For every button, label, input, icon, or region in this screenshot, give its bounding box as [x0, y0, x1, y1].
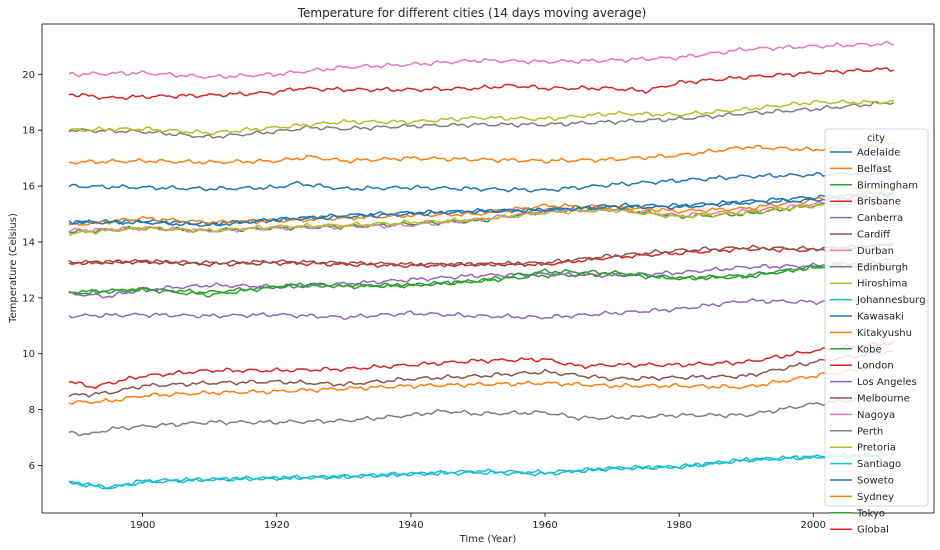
legend-label: Durban	[857, 246, 894, 257]
legend-label: Edinburgh	[857, 262, 908, 273]
series-line-global	[68, 67, 894, 101]
series-line-tokyo	[68, 262, 894, 298]
series-line-edinburgh	[68, 101, 895, 139]
series-line-brisbane	[68, 242, 894, 269]
y-tick-label: 6	[29, 461, 35, 472]
plot-area-frame	[41, 23, 935, 514]
y-axis-label: Temperature (Celsius)	[8, 213, 19, 324]
legend-label: Kawasaki	[857, 312, 904, 323]
y-tick-label: 12	[22, 293, 35, 304]
axis-ticks: 1900 1920 1940 1960 1980 2000 6 8 10 12 14 16 18 20	[22, 70, 826, 531]
series-line-hiroshima	[68, 99, 894, 136]
y-tick-label: 16	[22, 182, 35, 193]
series-line-london	[68, 340, 895, 389]
series-line-sydney	[68, 363, 894, 405]
series-line-belfast	[68, 141, 895, 165]
y-tick-label: 18	[22, 126, 35, 137]
legend: city Adelaide Belfast Birmingham Brisbane Ca…	[824, 128, 929, 536]
legend-label: Nagoya	[857, 410, 895, 421]
series-line-perth	[68, 393, 895, 437]
legend-title: city	[867, 133, 885, 144]
legend-label: Johannesburg	[856, 295, 926, 306]
legend-box	[824, 128, 929, 507]
series-line-los-angeles	[68, 258, 894, 299]
x-tick-label: 1980	[666, 520, 691, 531]
legend-label: Santiago	[857, 459, 901, 470]
x-tick-label: 1920	[264, 520, 289, 531]
x-axis-label: Time (Year)	[459, 534, 517, 545]
y-tick-label: 8	[29, 405, 35, 416]
legend-label: Global	[857, 525, 889, 536]
legend-label: Cardiff	[857, 230, 891, 241]
y-tick-label: 14	[22, 237, 35, 248]
series-line-santiago	[68, 451, 895, 490]
y-tick-label: 10	[22, 349, 35, 360]
legend-items: Adelaide Belfast Birmingham Brisbane Canberr…	[830, 148, 926, 536]
legend-label: Los Angeles	[857, 377, 917, 388]
series-lines	[68, 40, 895, 490]
legend-label: Kobe	[857, 344, 882, 355]
x-tick-label: 1960	[532, 520, 557, 531]
legend-label: Birmingham	[857, 180, 918, 191]
legend-label: Belfast	[857, 164, 892, 175]
legend-label: Melbourne	[857, 394, 910, 405]
x-tick-label: 1900	[130, 520, 155, 531]
legend-label: Perth	[857, 426, 883, 437]
legend-label: Pretoria	[857, 443, 896, 454]
legend-label: Brisbane	[857, 197, 901, 208]
series-line-cardiff	[68, 349, 894, 398]
x-tick-label: 1940	[398, 520, 423, 531]
x-tick-label: 2000	[801, 520, 826, 531]
chart-title: Temperature for different cities (14 day…	[297, 6, 647, 20]
series-line-melbourne	[68, 243, 894, 268]
y-tick-label: 20	[22, 70, 35, 81]
legend-label: Kitakyushu	[857, 328, 912, 339]
series-line-soweto	[68, 192, 894, 227]
series-line-pretoria	[68, 196, 895, 237]
series-line-durban	[68, 40, 894, 79]
series-line-nagoya	[68, 195, 895, 233]
series-line-canberra	[68, 297, 894, 320]
series-line-kobe	[68, 262, 895, 295]
legend-label: Soweto	[857, 476, 894, 487]
legend-label: Adelaide	[857, 148, 900, 159]
legend-label: Canberra	[857, 213, 903, 224]
series-line-adelaide	[68, 169, 894, 193]
legend-label: Sydney	[857, 492, 894, 503]
legend-label: Hiroshima	[857, 279, 908, 290]
legend-label: Tokyo	[856, 508, 885, 519]
legend-label: London	[857, 361, 894, 372]
